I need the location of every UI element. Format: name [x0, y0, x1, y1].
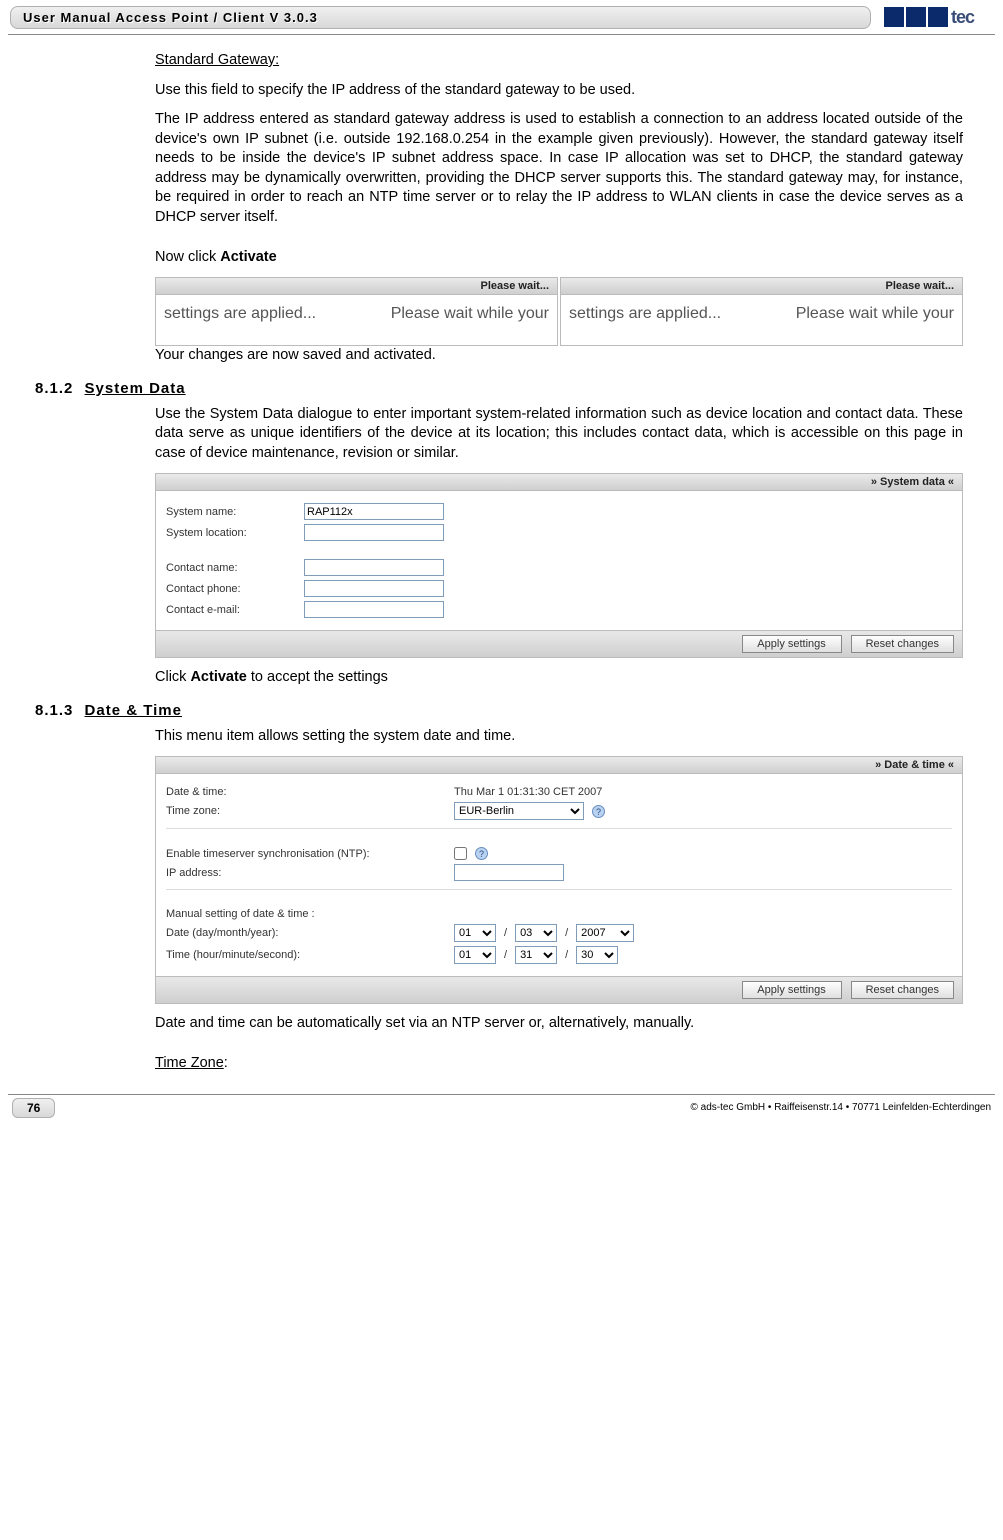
date-time-screenshot: » Date & time « Date & time: Thu Mar 1 0… — [155, 756, 963, 1004]
page-number: 76 — [12, 1098, 55, 1118]
date-label: Date (day/month/year): — [166, 927, 446, 939]
section-812-p2c: to accept the settings — [247, 669, 388, 685]
dt-value: Thu Mar 1 01:31:30 CET 2007 — [454, 786, 602, 798]
date-sep-2: / — [565, 927, 568, 939]
logo-square-s — [927, 6, 949, 28]
please-wait-left: Please wait... settings are applied... P… — [155, 277, 558, 346]
sysdata-header: » System data « — [156, 474, 962, 491]
section-813-p1: This menu item allows setting the system… — [155, 727, 963, 747]
section-812-p2: Click Activate to accept the settings — [155, 668, 963, 688]
time-label: Time (hour/minute/second): — [166, 949, 446, 961]
logo-square-d — [905, 6, 927, 28]
tz-help-icon[interactable]: ? — [592, 805, 605, 818]
gateway-p3b: Activate — [220, 249, 276, 265]
section-813-title: Date & Time — [85, 702, 182, 719]
tz-select[interactable]: EUR-Berlin — [454, 802, 584, 820]
datetime-apply-button[interactable]: Apply settings — [742, 981, 842, 999]
sysdata-footer: Apply settings Reset changes — [156, 630, 962, 657]
time-minute-select[interactable]: 31 — [515, 946, 557, 964]
logo-square-a — [883, 6, 905, 28]
ntp-label: Enable timeserver synchronisation (NTP): — [166, 848, 446, 860]
doc-title: User Manual Access Point / Client V 3.0.… — [10, 6, 871, 29]
ntp-help-icon[interactable]: ? — [475, 847, 488, 860]
pw-body-left-l: settings are applied... — [164, 305, 316, 335]
contact-email-input[interactable] — [304, 601, 444, 618]
brand-logo: tec — [883, 4, 993, 30]
contact-phone-input[interactable] — [304, 580, 444, 597]
pw-header-right: Please wait... — [561, 278, 962, 295]
system-name-input[interactable] — [304, 503, 444, 520]
sysdata-reset-button[interactable]: Reset changes — [851, 635, 954, 653]
date-day-select[interactable]: 01 — [454, 924, 496, 942]
please-wait-right: Please wait... settings are applied... P… — [560, 277, 963, 346]
system-name-label: System name: — [166, 506, 296, 518]
gateway-heading: Standard Gateway: — [155, 52, 279, 68]
contact-phone-label: Contact phone: — [166, 583, 296, 595]
date-month-select[interactable]: 03 — [515, 924, 557, 942]
section-812-p1: Use the System Data dialogue to enter im… — [155, 405, 963, 464]
manual-label: Manual setting of date & time : — [166, 908, 446, 920]
section-812-p2a: Click — [155, 669, 190, 685]
pw-body-right-l: settings are applied... — [569, 305, 721, 335]
section-812-num: 8.1.2 — [35, 380, 73, 397]
dt-rule-1 — [166, 828, 952, 829]
section-812-heading: 8.1.2 System Data — [35, 380, 963, 397]
time-hour-select[interactable]: 01 — [454, 946, 496, 964]
ip-label: IP address: — [166, 867, 446, 879]
ntp-checkbox[interactable] — [454, 847, 467, 860]
system-data-screenshot: » System data « System name: System loca… — [155, 473, 963, 658]
system-location-label: System location: — [166, 527, 296, 539]
page-content: Standard Gateway: Use this field to spec… — [0, 51, 1003, 1074]
header-rule — [8, 34, 995, 35]
tz-label: Time zone: — [166, 805, 446, 817]
ip-input[interactable] — [454, 864, 564, 881]
pw-body-left-r: Please wait while your — [391, 305, 549, 335]
date-sep-1: / — [504, 927, 507, 939]
dt-rule-2 — [166, 889, 952, 890]
section-813-num: 8.1.3 — [35, 702, 73, 719]
copyright: © ads-tec GmbH • Raiffeisenstr.14 • 7077… — [691, 1102, 991, 1113]
header-bar: User Manual Access Point / Client V 3.0.… — [0, 0, 1003, 34]
datetime-reset-button[interactable]: Reset changes — [851, 981, 954, 999]
gateway-p1: Use this field to specify the IP address… — [155, 81, 963, 101]
dt-label: Date & time: — [166, 786, 446, 798]
datetime-header: » Date & time « — [156, 757, 962, 774]
date-year-select[interactable]: 2007 — [576, 924, 634, 942]
contact-name-input[interactable] — [304, 559, 444, 576]
time-zone-heading: Time Zone — [155, 1055, 224, 1071]
gateway-p2: The IP address entered as standard gatew… — [155, 110, 963, 227]
time-second-select[interactable]: 30 — [576, 946, 618, 964]
time-sep-2: / — [565, 949, 568, 961]
datetime-footer: Apply settings Reset changes — [156, 976, 962, 1003]
time-sep-1: / — [504, 949, 507, 961]
section-813-heading: 8.1.3 Date & Time — [35, 702, 963, 719]
system-location-input[interactable] — [304, 524, 444, 541]
contact-email-label: Contact e-mail: — [166, 604, 296, 616]
section-813-p2: Date and time can be automatically set v… — [155, 1014, 963, 1034]
contact-name-label: Contact name: — [166, 562, 296, 574]
gateway-p3a: Now click — [155, 249, 220, 265]
gateway-p4: Your changes are now saved and activated… — [155, 346, 963, 366]
pw-body-right-r: Please wait while your — [796, 305, 954, 335]
please-wait-screenshot: Please wait... settings are applied... P… — [155, 277, 963, 346]
gateway-p3: Now click Activate — [155, 248, 963, 268]
footer-bar: 76 © ads-tec GmbH • Raiffeisenstr.14 • 7… — [8, 1094, 995, 1124]
section-812-p2b: Activate — [190, 669, 246, 685]
logo-text: tec — [951, 7, 974, 28]
section-812-title: System Data — [85, 380, 186, 397]
sysdata-apply-button[interactable]: Apply settings — [742, 635, 842, 653]
pw-header-left: Please wait... — [156, 278, 557, 295]
